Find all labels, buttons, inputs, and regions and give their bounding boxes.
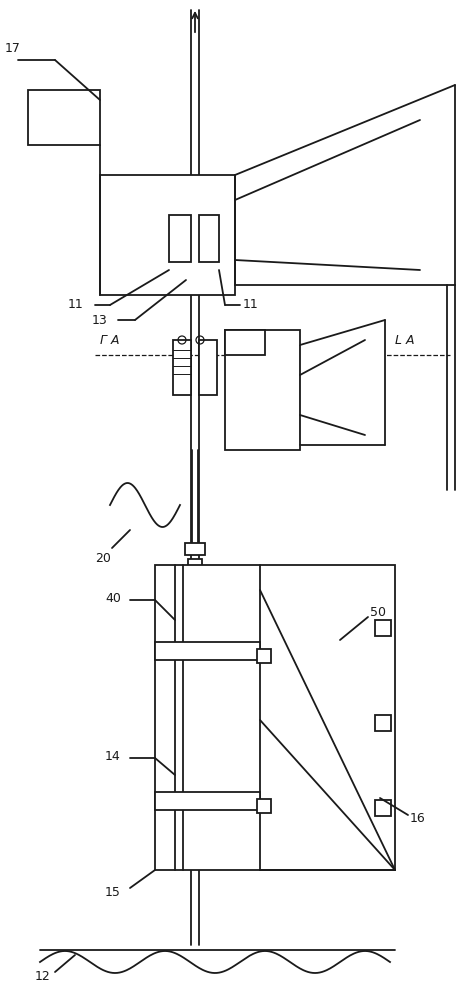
- Text: 13: 13: [92, 314, 108, 326]
- Text: 50: 50: [370, 606, 386, 619]
- Text: L A: L A: [395, 334, 415, 348]
- Bar: [155, 642, 260, 660]
- Bar: [155, 792, 260, 810]
- Text: 12: 12: [35, 970, 51, 982]
- Bar: [375, 800, 391, 816]
- Bar: [199, 215, 219, 262]
- Polygon shape: [235, 85, 455, 285]
- Polygon shape: [300, 320, 385, 445]
- Bar: [225, 330, 265, 355]
- Text: 14: 14: [105, 750, 121, 762]
- Text: 11: 11: [68, 298, 84, 312]
- Bar: [100, 175, 235, 295]
- Bar: [155, 565, 395, 870]
- Text: 17: 17: [5, 41, 21, 54]
- Text: Γ A: Γ A: [100, 334, 119, 348]
- Bar: [173, 340, 191, 395]
- Bar: [257, 799, 271, 813]
- Text: 20: 20: [95, 552, 111, 564]
- Text: 40: 40: [105, 591, 121, 604]
- Text: 11: 11: [243, 298, 259, 312]
- Text: 16: 16: [410, 812, 426, 824]
- Polygon shape: [260, 590, 395, 870]
- Bar: [28, 90, 100, 145]
- Bar: [188, 559, 202, 567]
- Bar: [257, 649, 271, 663]
- Bar: [185, 543, 205, 555]
- Bar: [375, 715, 391, 731]
- Bar: [225, 330, 300, 450]
- Text: 15: 15: [105, 886, 121, 898]
- Bar: [199, 340, 217, 395]
- Bar: [375, 620, 391, 636]
- Bar: [169, 215, 191, 262]
